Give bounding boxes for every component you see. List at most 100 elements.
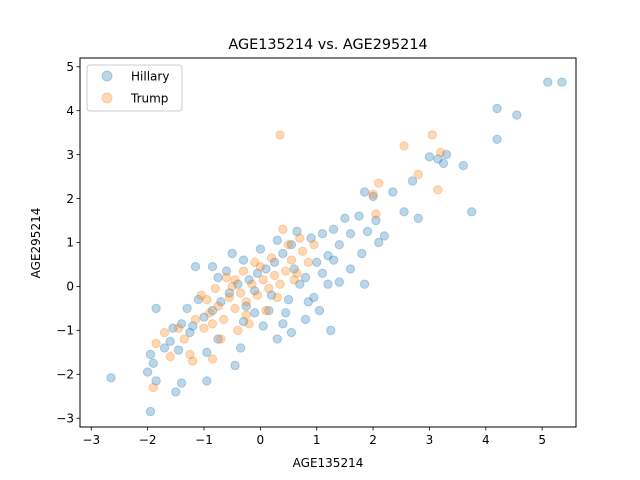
point-trump-38 (399, 141, 409, 151)
legend-marker-trump (101, 92, 113, 104)
point-hillary-82 (334, 240, 344, 250)
point-trump-55 (230, 275, 240, 285)
point-hillary-65 (261, 264, 271, 274)
point-trump-20 (264, 283, 274, 294)
point-trump-54 (250, 257, 260, 267)
point-trump-17 (247, 279, 257, 289)
point-hillary-5 (151, 376, 161, 386)
x-tick-label: 5 (538, 433, 546, 447)
point-hillary-26 (286, 327, 297, 338)
point-hillary-98 (303, 297, 313, 307)
point-trump-7 (207, 354, 218, 364)
points-layer (106, 77, 567, 417)
point-hillary-57 (340, 213, 350, 224)
point-trump-24 (286, 255, 297, 265)
point-trump-10 (204, 308, 215, 318)
point-hillary-69 (224, 288, 235, 298)
x-tick-label: 0 (257, 433, 265, 447)
point-hillary-52 (543, 77, 553, 87)
point-hillary-11 (176, 319, 187, 329)
point-trump-31 (202, 294, 212, 305)
point-hillary-87 (250, 286, 260, 296)
point-hillary-71 (207, 305, 218, 316)
point-hillary-16 (202, 376, 212, 386)
point-trump-11 (213, 301, 223, 311)
point-hillary-46 (438, 158, 449, 169)
point-trump-47 (283, 240, 294, 250)
x-axis: −3 −2 −1 0 1 2 3 4 5 (82, 427, 546, 447)
point-hillary-10 (173, 345, 184, 355)
x-axis-title: AGE135214 (293, 456, 364, 470)
point-trump-36 (371, 209, 381, 219)
point-hillary-1 (145, 406, 156, 417)
point-hillary-47 (458, 160, 468, 171)
point-hillary-8 (151, 303, 161, 314)
point-hillary-20 (235, 343, 246, 353)
point-hillary-25 (278, 319, 288, 329)
point-hillary-94 (159, 343, 170, 353)
legend-box (86, 64, 183, 112)
point-trump-51 (188, 356, 198, 366)
y-tick-label: −3 (56, 411, 74, 425)
point-hillary-74 (238, 255, 249, 265)
point-hillary-99 (328, 255, 339, 265)
point-hillary-37 (371, 215, 381, 226)
point-trump-25 (292, 268, 302, 278)
point-hillary-83 (345, 229, 356, 239)
point-hillary-27 (300, 314, 311, 325)
point-trump-48 (196, 290, 206, 300)
x-tick-label: −3 (82, 433, 100, 447)
point-hillary-45 (441, 149, 452, 160)
point-hillary-12 (185, 327, 195, 338)
point-hillary-4 (142, 367, 153, 377)
point-trump-49 (227, 281, 237, 292)
point-trump-8 (190, 314, 201, 325)
y-tick-label: 4 (66, 104, 74, 118)
point-trump-43 (233, 325, 243, 336)
point-hillary-73 (188, 321, 198, 331)
point-trump-34 (275, 130, 285, 140)
y-tick-label: 1 (66, 236, 74, 250)
point-trump-52 (272, 292, 282, 303)
point-trump-15 (235, 288, 246, 298)
point-hillary-95 (241, 301, 252, 311)
point-hillary-9 (165, 336, 175, 346)
point-hillary-88 (295, 279, 305, 289)
legend-marker-hillary (101, 70, 113, 82)
y-tick-label: 2 (66, 192, 74, 206)
point-hillary-28 (326, 325, 336, 336)
point-hillary-2 (148, 358, 159, 368)
point-trump-14 (230, 303, 240, 314)
point-hillary-43 (424, 152, 435, 162)
point-hillary-15 (190, 262, 201, 272)
point-hillary-36 (374, 237, 384, 248)
point-hillary-21 (238, 316, 249, 327)
legend-label-hillary: Hillary (131, 70, 169, 84)
point-hillary-35 (359, 279, 370, 289)
point-trump-18 (252, 290, 263, 300)
point-trump-30 (210, 283, 221, 294)
point-hillary-68 (233, 279, 243, 289)
point-hillary-89 (317, 268, 328, 278)
point-hillary-7 (176, 378, 187, 388)
point-trump-3 (159, 327, 170, 338)
chart-title: AGE135214 vs. AGE295214 (228, 37, 427, 53)
point-hillary-86 (266, 290, 277, 300)
point-trump-53 (289, 275, 299, 285)
point-hillary-22 (250, 308, 260, 318)
point-trump-39 (413, 169, 423, 180)
point-hillary-58 (328, 224, 339, 235)
point-trump-27 (303, 257, 313, 267)
point-trump-6 (185, 349, 195, 360)
point-trump-23 (281, 266, 291, 276)
point-hillary-3 (145, 349, 156, 360)
point-hillary-29 (314, 305, 325, 316)
point-trump-5 (179, 334, 190, 344)
point-trump-28 (309, 240, 319, 250)
point-trump-21 (269, 270, 280, 281)
x-tick-label: 4 (482, 433, 490, 447)
x-tick-label: 2 (369, 433, 377, 447)
point-hillary-59 (317, 229, 328, 239)
y-axis: −3 −2 −1 0 1 2 3 4 5 (56, 60, 80, 425)
point-hillary-32 (334, 277, 344, 287)
